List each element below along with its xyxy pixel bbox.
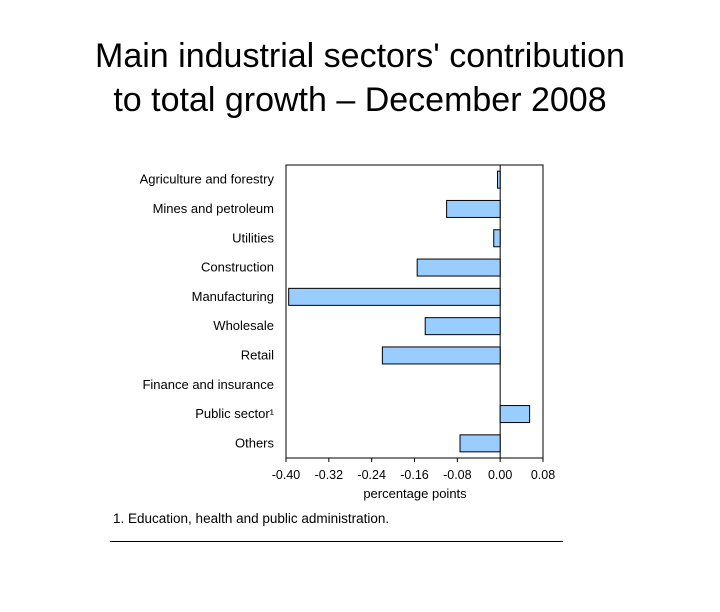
- title-line-2: to total growth – December 2008: [113, 81, 607, 119]
- chart-title: Main industrial sectors' contribution to…: [0, 34, 720, 122]
- category-label-5: Wholesale: [213, 318, 274, 333]
- category-label-9: Others: [235, 435, 275, 450]
- x-tick-label-0: -0.40: [272, 468, 301, 482]
- category-label-0: Agriculture and forestry: [140, 172, 275, 187]
- category-label-7: Finance and insurance: [142, 377, 274, 392]
- x-axis-label: percentage points: [363, 486, 467, 501]
- bar-0: [496, 170, 501, 189]
- title-line-1: Main industrial sectors' contribution: [95, 37, 625, 75]
- bar-6: [381, 346, 501, 365]
- category-label-2: Utilities: [232, 230, 274, 245]
- bar-9: [459, 434, 501, 453]
- category-label-3: Construction: [201, 260, 274, 275]
- footnote: 1. Education, health and public administ…: [113, 511, 390, 526]
- x-tick-label-5: 0.00: [488, 468, 512, 482]
- bar-8: [499, 405, 531, 424]
- category-label-8: Public sector¹: [195, 406, 274, 421]
- x-tick-label-2: -0.24: [357, 468, 386, 482]
- x-tick-label-4: -0.08: [443, 468, 472, 482]
- x-tick-label-3: -0.16: [400, 468, 429, 482]
- bar-5: [424, 317, 501, 336]
- x-tick-label-1: -0.32: [315, 468, 344, 482]
- bar-2: [493, 229, 501, 248]
- category-label-4: Manufacturing: [192, 289, 274, 304]
- bar-1: [446, 199, 501, 218]
- bar-3: [416, 258, 501, 277]
- x-tick-label-6: 0.08: [531, 468, 555, 482]
- plot-area: Agriculture and forestry Mines and petrol…: [140, 164, 555, 482]
- category-label-6: Retail: [241, 347, 274, 362]
- category-label-1: Mines and petroleum: [153, 201, 274, 216]
- bar-4: [288, 287, 501, 306]
- footnote-divider: [110, 541, 563, 542]
